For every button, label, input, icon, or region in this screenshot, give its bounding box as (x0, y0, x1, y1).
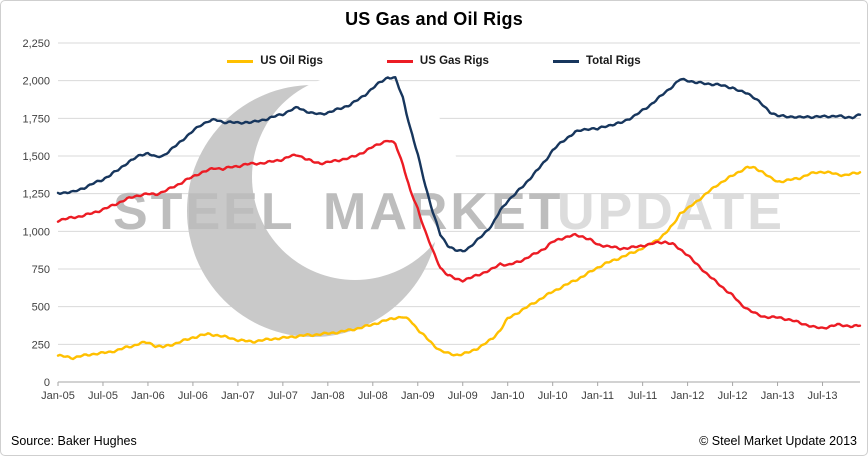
watermark-word: STEEL (113, 183, 296, 241)
watermark-word: MARKET (323, 183, 563, 241)
svg-text:Jan-08: Jan-08 (311, 390, 345, 402)
source-label: Source: Baker Hughes (11, 434, 137, 448)
svg-text:Jul-08: Jul-08 (358, 390, 388, 402)
legend-swatch-gas (386, 59, 413, 63)
svg-text:Jul-12: Jul-12 (718, 390, 748, 402)
svg-text:250: 250 (32, 339, 50, 351)
svg-text:1,000: 1,000 (22, 226, 50, 238)
svg-text:Jan-05: Jan-05 (41, 390, 75, 402)
svg-text:Jan-10: Jan-10 (491, 390, 525, 402)
copyright-label: © Steel Market Update 2013 (699, 434, 857, 448)
svg-text:Jan-13: Jan-13 (761, 390, 795, 402)
svg-text:Jul-07: Jul-07 (268, 390, 298, 402)
svg-text:Jul-06: Jul-06 (178, 390, 208, 402)
series-line-us-gas-rigs (56, 139, 862, 330)
svg-text:1,250: 1,250 (22, 189, 50, 201)
svg-text:Jul-13: Jul-13 (808, 390, 838, 402)
legend-swatch-total (552, 59, 579, 63)
svg-text:Jan-06: Jan-06 (131, 390, 165, 402)
watermark-word: UPDATE (557, 183, 785, 241)
svg-text:Jan-11: Jan-11 (581, 390, 614, 402)
watermark-logo-crescent (252, 74, 458, 280)
legend-label-oil: US Oil Rigs (260, 55, 323, 67)
chart-title: US Gas and Oil Rigs (345, 9, 523, 29)
svg-text:Jul-05: Jul-05 (88, 390, 118, 402)
svg-text:Jul-10: Jul-10 (538, 390, 568, 402)
series-lines (56, 75, 862, 361)
y-axis-labels: 0 250 500 750 1,000 1,250 1,500 1,750 2,000 2,250 (22, 38, 50, 389)
series-line-us-oil-rigs (56, 165, 862, 361)
legend-item-us-gas-rigs: US Gas Rigs (386, 55, 489, 67)
svg-text:Jan-09: Jan-09 (401, 390, 435, 402)
legend-label-gas: US Gas Rigs (419, 55, 489, 67)
svg-text:0: 0 (44, 377, 50, 389)
svg-text:500: 500 (32, 302, 50, 314)
svg-text:Jan-07: Jan-07 (221, 390, 255, 402)
svg-text:1,750: 1,750 (22, 113, 50, 125)
legend-label-total: Total Rigs (585, 55, 641, 67)
svg-text:2,000: 2,000 (22, 76, 50, 88)
svg-text:2,250: 2,250 (22, 38, 50, 50)
legend-swatch-oil (227, 59, 254, 63)
svg-text:750: 750 (32, 264, 50, 276)
x-axis-labels: Jan-05 Jul-05 Jan-06 Jul-06 Jan-07 Jul-07 Jan-… (41, 382, 838, 402)
series-line-total-rigs (56, 75, 862, 253)
svg-text:Jul-11: Jul-11 (628, 390, 657, 402)
svg-text:Jul-09: Jul-09 (448, 390, 478, 402)
svg-text:Jan-12: Jan-12 (671, 390, 705, 402)
svg-text:1,500: 1,500 (22, 151, 50, 163)
legend-item-us-oil-rigs: US Oil Rigs (227, 55, 323, 67)
legend: US Oil Rigs US Gas Rigs Total Rigs (1, 55, 867, 67)
legend-item-total-rigs: Total Rigs (552, 55, 641, 67)
